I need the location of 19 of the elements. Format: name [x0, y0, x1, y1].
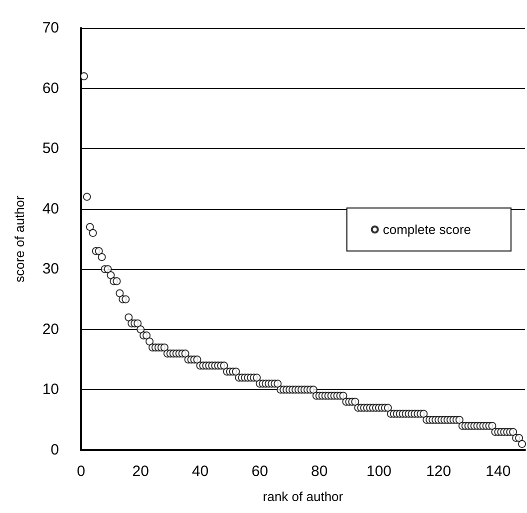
y-tick-label: 30 — [42, 260, 59, 278]
y-tick-label: 70 — [42, 20, 59, 36]
y-tick-label: 10 — [42, 381, 59, 398]
y-tick-label: 60 — [42, 80, 59, 97]
y-tick-label: 0 — [50, 442, 59, 458]
x-tick-label: 140 — [486, 463, 511, 480]
y-axis-title: score of author — [12, 194, 27, 282]
x-tick-label: 20 — [132, 463, 149, 480]
y-tick-label: 40 — [42, 200, 59, 218]
x-tick-label: 0 — [76, 463, 86, 480]
x-tick-label: 40 — [192, 463, 209, 480]
x-axis-title: rank of author — [262, 489, 344, 504]
x-tick-label: 120 — [426, 463, 452, 480]
legend-label: complete score — [382, 222, 472, 237]
y-tick-label: 50 — [42, 140, 59, 158]
x-tick-label: 80 — [311, 463, 328, 480]
x-tick-label: 100 — [366, 463, 392, 480]
y-tick-label: 20 — [42, 320, 59, 338]
x-tick-label: 60 — [251, 463, 268, 480]
